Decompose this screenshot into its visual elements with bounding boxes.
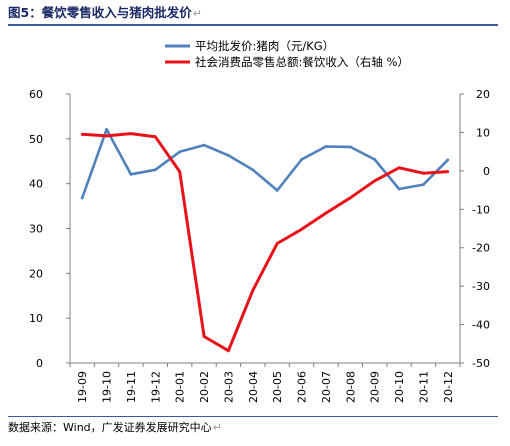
legend-label-pork: 平均批发价:猪肉（元/KG） [195, 39, 334, 53]
catering-revenue-point-20-05 [275, 242, 279, 245]
left-tick-label: 0 [36, 357, 43, 370]
pork-price-point-19-10 [105, 128, 108, 131]
catering-revenue-point-20-08 [348, 196, 352, 200]
right-tick-label: -50 [472, 357, 490, 370]
x-tick-label: 20-08 [344, 371, 357, 403]
x-tick-label: 20-10 [393, 371, 406, 403]
left-tick-label: 40 [29, 178, 43, 191]
pork-price-point-20-10 [397, 187, 401, 191]
left-tick-label: 10 [29, 312, 43, 325]
x-tick-label: 19-09 [76, 371, 89, 403]
pork-price-point-20-09 [373, 158, 377, 161]
catering-revenue-point-20-09 [373, 179, 377, 183]
series-line-catering-revenue [82, 132, 448, 353]
x-tick-label: 19-12 [149, 371, 162, 403]
figure-title: 图5：餐饮零售收入与猪肉批发价↵ [8, 4, 498, 26]
right-tick-label: -10 [472, 203, 490, 216]
catering-revenue-point-20-01 [178, 170, 182, 174]
catering-revenue-point-20-04 [251, 288, 255, 292]
right-tick-label: 0 [483, 165, 490, 178]
figure-title-text: 图5：餐饮零售收入与猪肉批发价 [8, 5, 192, 20]
pork-price-point-20-07 [324, 145, 328, 148]
left-tick-label: 30 [29, 223, 43, 236]
source-return-mark: ↵ [212, 421, 222, 434]
x-tick-label: 20-11 [417, 371, 430, 403]
x-tick-label: 19-11 [125, 371, 138, 403]
pork-price-point-20-05 [275, 188, 279, 192]
pork-price-point-19-11 [129, 172, 133, 176]
x-tick-label: 20-02 [198, 371, 211, 403]
catering-revenue-point-20-11 [422, 171, 425, 175]
return-mark: ↵ [192, 7, 202, 20]
pork-price-point-20-12 [446, 158, 450, 162]
x-tick-label: 20-12 [442, 371, 455, 403]
pork-price-point-20-04 [251, 168, 255, 172]
right-tick-label: 10 [476, 126, 490, 139]
pork-price-point-19-09 [80, 196, 84, 200]
catering-revenue-point-19-09 [80, 132, 84, 136]
pork-price-point-20-08 [348, 145, 352, 149]
catering-revenue-point-20-06 [300, 227, 303, 231]
source-text: 数据来源：Wind，广发证券发展研究中心 [8, 421, 212, 434]
catering-revenue-point-20-10 [397, 166, 401, 170]
catering-revenue-point-20-02 [202, 335, 206, 338]
source-note: 数据来源：Wind，广发证券发展研究中心↵ [8, 416, 498, 439]
right-tick-label: 20 [476, 88, 490, 101]
series-line-pork-price [80, 128, 449, 199]
right-tick-label: -40 [472, 319, 490, 332]
x-tick-label: 19-10 [101, 371, 114, 403]
x-tick-label: 20-03 [222, 371, 235, 403]
catering-revenue-point-20-07 [324, 211, 328, 215]
legend-label-catering: 社会消费品零售总额:餐饮收入（右轴 %） [195, 55, 409, 69]
pork-price-point-20-01 [178, 150, 182, 154]
catering-revenue-point-19-10 [105, 134, 108, 138]
legend: 平均批发价:猪肉（元/KG） 社会消费品零售总额:餐饮收入（右轴 %） [165, 39, 409, 69]
left-tick-label: 50 [29, 133, 43, 146]
right-tick-label: -30 [472, 280, 490, 293]
pork-price-point-20-06 [300, 158, 303, 161]
left-tick-label: 20 [29, 267, 43, 280]
catering-revenue-point-19-12 [153, 135, 157, 139]
x-tick-label: 20-01 [174, 371, 187, 403]
pork-price-point-20-02 [202, 143, 206, 147]
x-tick-label: 20-09 [369, 371, 382, 403]
pork-price-point-19-12 [153, 168, 157, 172]
pork-price-point-20-03 [227, 154, 230, 157]
catering-revenue-point-20-03 [227, 349, 230, 353]
right-tick-label: -20 [472, 242, 490, 255]
x-tick-label: 20-06 [296, 371, 309, 403]
x-tick-label: 20-05 [271, 371, 284, 403]
catering-revenue-point-20-12 [446, 170, 450, 174]
pork-price-point-20-11 [422, 183, 425, 186]
x-tick-label: 20-04 [247, 371, 260, 403]
left-tick-label: 60 [29, 88, 43, 101]
x-tick-label: 20-07 [320, 371, 333, 403]
axes: 0 10 20 30 40 50 60 -50 -40 -30 -20 -10 0 10 20 19-09 19… [29, 88, 490, 403]
series-layer [80, 128, 450, 353]
catering-revenue-point-19-11 [129, 132, 133, 135]
